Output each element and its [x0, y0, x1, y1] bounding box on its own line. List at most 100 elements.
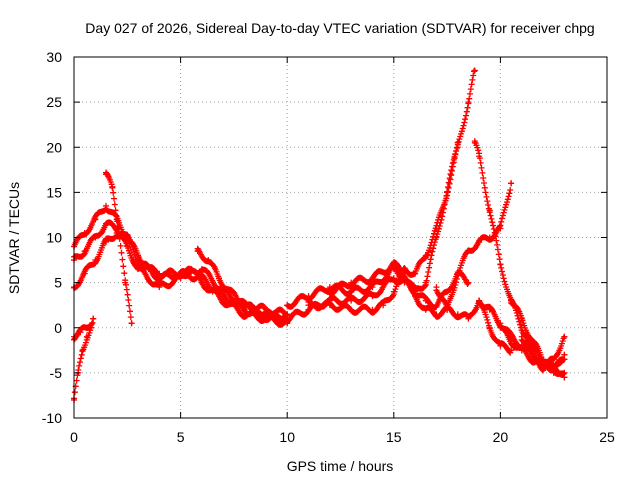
data-point [124, 243, 131, 250]
data-point [380, 302, 387, 309]
x-tick-label: 25 [599, 429, 615, 445]
data-point [109, 184, 116, 191]
data-point [433, 311, 440, 318]
data-point [412, 270, 419, 277]
data-point [454, 139, 461, 146]
data-point [497, 225, 504, 232]
x-tick-label: 20 [493, 429, 509, 445]
data-point [134, 266, 141, 273]
data-point [194, 248, 201, 255]
data-point [465, 99, 472, 106]
data-point [518, 347, 525, 354]
data-point [102, 171, 109, 178]
data-point [497, 324, 504, 331]
data-point [369, 275, 376, 282]
data-point [241, 311, 248, 318]
data-point [444, 189, 451, 196]
data-point [128, 320, 135, 327]
data-point [90, 315, 97, 322]
data-point [486, 207, 493, 214]
series-markers [471, 138, 568, 378]
data-point [390, 275, 397, 282]
data-point [444, 288, 451, 295]
data-point [433, 234, 440, 241]
data-point [102, 220, 109, 227]
data-point [83, 333, 90, 340]
chart-title: Day 027 of 2026, Sidereal Day-to-day VTE… [85, 20, 594, 36]
data-point [79, 347, 86, 354]
data-point [433, 302, 440, 309]
data-point [88, 324, 95, 331]
y-tick-label: 10 [46, 230, 62, 246]
series-track-16 [508, 297, 568, 376]
data-point [476, 153, 483, 160]
data-point [156, 275, 163, 282]
data-point [486, 234, 493, 241]
data-point [422, 306, 429, 313]
data-point [497, 342, 504, 349]
data-point [390, 261, 397, 268]
data-point [369, 306, 376, 313]
data-point [550, 369, 557, 376]
series-markers [518, 333, 568, 374]
data-point [284, 302, 291, 309]
series-track-7 [194, 245, 291, 323]
data-point [215, 275, 222, 282]
data-point [220, 297, 227, 304]
data-point [561, 374, 568, 381]
y-tick-label: 5 [54, 275, 62, 291]
data-point [134, 257, 141, 264]
y-tick-label: 20 [46, 139, 62, 155]
series-track-13 [471, 138, 568, 378]
data-point [476, 297, 483, 304]
data-point [465, 279, 472, 286]
data-point [518, 315, 525, 322]
data-point [188, 266, 195, 273]
data-point [284, 315, 291, 322]
data-point [92, 234, 99, 241]
y-tick-label: 15 [46, 184, 62, 200]
data-point [486, 306, 493, 313]
grid-lines [74, 57, 607, 418]
series-track-17 [518, 333, 568, 374]
data-point [156, 284, 163, 291]
data-point [348, 279, 355, 286]
data-point [177, 275, 184, 282]
series-track-6 [102, 169, 135, 327]
x-tick-label: 10 [279, 429, 295, 445]
data-point [262, 311, 269, 318]
x-tick-label: 0 [70, 429, 78, 445]
data-point [209, 288, 216, 295]
data-point [412, 288, 419, 295]
data-point [540, 365, 547, 372]
data-point [305, 293, 312, 300]
data-point [369, 293, 376, 300]
data-point [115, 225, 122, 232]
data-point [369, 284, 376, 291]
data-point [486, 324, 493, 331]
y-tick-label: -10 [42, 410, 62, 426]
data-point [529, 338, 536, 345]
data-point [81, 229, 88, 236]
data-point [550, 356, 557, 363]
data-point [471, 139, 478, 146]
data-point [561, 333, 568, 340]
series-markers [71, 315, 97, 343]
data-point [326, 288, 333, 295]
data-point [81, 270, 88, 277]
y-tick-label: -5 [50, 365, 63, 381]
data-point [326, 302, 333, 309]
data-point [198, 279, 205, 286]
data-point [422, 279, 429, 286]
data-point [122, 279, 129, 286]
y-tick-label: 25 [46, 94, 62, 110]
data-point [444, 306, 451, 313]
data-point [529, 356, 536, 363]
data-point [205, 257, 212, 264]
data-point [454, 311, 461, 318]
data-point [102, 239, 109, 246]
y-tick-label: 0 [54, 320, 62, 336]
data-point [77, 329, 84, 336]
data-series [71, 67, 568, 403]
